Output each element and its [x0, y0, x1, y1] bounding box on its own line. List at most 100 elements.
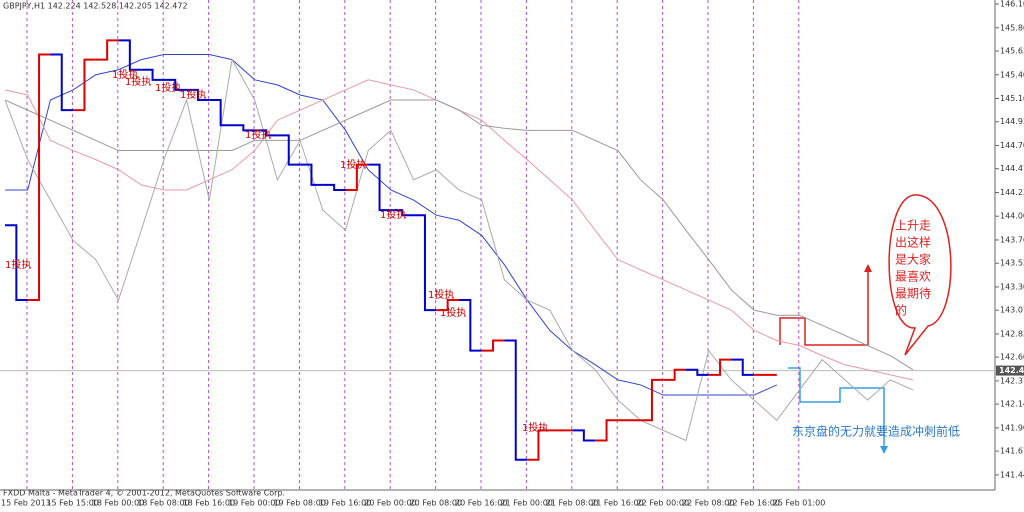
signal-label: 1投执	[428, 288, 454, 301]
indicator-line	[4, 58, 914, 442]
price-step	[5, 224, 28, 302]
x-tick-label: 19 Feb 08:00	[273, 499, 325, 508]
price-step	[50, 53, 74, 112]
price-step	[209, 99, 232, 127]
price-step	[368, 163, 391, 212]
arrow-head	[864, 264, 872, 272]
signal-label: 1投执	[112, 68, 138, 81]
price-step	[163, 78, 187, 91]
y-tick-label: 145.865	[1000, 23, 1024, 32]
price-step	[118, 39, 142, 71]
x-tick-label: 18 Feb 16:00	[183, 499, 235, 508]
y-tick-label: 141.905	[1000, 423, 1024, 432]
y-tick-label: 144.935	[1000, 117, 1024, 126]
chart-title: GBPJPY,H1 142.224 142.528 142.205 142.47…	[3, 2, 188, 11]
y-tick-label: 144.235	[1000, 188, 1024, 197]
price-step	[27, 53, 51, 302]
x-tick-label: 22 Feb 00:00	[637, 499, 689, 508]
price-step	[708, 358, 732, 376]
signal-label: 1投执	[245, 128, 271, 141]
price-step	[527, 429, 550, 461]
signal-label: 1投执	[155, 81, 181, 94]
y-tick-label: 142.140	[1000, 400, 1024, 409]
signal-label: 1投执	[440, 306, 466, 319]
price-step	[141, 68, 164, 81]
price-step	[663, 368, 686, 381]
price-step	[300, 163, 323, 186]
annotation-drawings	[779, 194, 952, 454]
price-step	[95, 39, 119, 61]
signal-label: 1投执	[380, 208, 406, 221]
signal-label: 1投执	[522, 421, 548, 434]
x-tick-label: 20 Feb 08:00	[410, 499, 462, 508]
x-tick-label: 21 Feb 00:00	[500, 499, 552, 508]
price-step	[232, 124, 255, 132]
x-tick-label: 25 Feb 01:00	[773, 499, 825, 508]
x-tick-label: 19 Feb 00:00	[228, 499, 280, 508]
x-tick-label: 21 Feb 08:00	[546, 499, 598, 508]
price-step	[686, 368, 709, 376]
x-tick-label: 22 Feb 16:00	[727, 499, 779, 508]
x-tick-label: 19 Feb 16:00	[319, 499, 371, 508]
indicator-line	[5, 54, 778, 396]
y-tick-label: 143.070	[1000, 306, 1024, 315]
price-step	[254, 129, 278, 137]
last-price-box	[996, 365, 1024, 376]
price-step	[186, 88, 210, 102]
price-step	[73, 58, 96, 112]
x-tick-label: 18 Feb 00:00	[92, 499, 144, 508]
x-tick-label: 20 Feb 16:00	[455, 499, 507, 508]
projection-down	[788, 367, 885, 448]
price-step	[436, 299, 459, 312]
speech-bubble	[888, 194, 952, 356]
indicator-line	[4, 99, 914, 371]
signal-label: 1投执	[180, 88, 206, 101]
price-step	[640, 378, 664, 422]
price-step	[390, 209, 414, 217]
signal-label: 1投执	[340, 158, 366, 171]
price-step	[595, 419, 618, 442]
x-tick-label: 20 Feb 00:00	[364, 499, 416, 508]
price-step	[481, 339, 505, 352]
price-step	[322, 183, 346, 191]
note-text: 东京盘的无力就要造成冲刺前低	[792, 424, 960, 439]
price-step	[345, 163, 369, 191]
y-tick-label: 144.470	[1000, 164, 1024, 173]
x-tick-label: 15 Feb 2013	[1, 499, 51, 508]
y-tick-label: 145.635	[1000, 47, 1024, 56]
y-tick-label: 145.165	[1000, 94, 1024, 103]
y-tick-label: 142.370	[1000, 376, 1024, 385]
bubble-text: 的	[895, 303, 907, 318]
x-tick-label: 21 Feb 16:00	[591, 499, 643, 508]
y-tick-label: 141.675	[1000, 447, 1024, 456]
x-tick-label: 15 Feb 15:00	[46, 499, 98, 508]
projection-up	[779, 270, 869, 346]
price-step	[413, 214, 437, 312]
y-tick-label: 143.765	[1000, 235, 1024, 244]
signal-label: 1投执	[125, 75, 151, 88]
arrow-head	[880, 446, 888, 454]
last-price-label: 142.472	[999, 366, 1024, 375]
price-step	[731, 358, 755, 376]
y-tick-label: 144.700	[1000, 141, 1024, 150]
bubble-text: 最喜欢	[895, 269, 931, 284]
y-tick-label: 142.835	[1000, 329, 1024, 338]
bubble-text: 最期待	[895, 287, 931, 301]
y-tick-label: 146.100	[1000, 0, 1024, 9]
y-tick-label: 143.535	[1000, 259, 1024, 268]
x-tick-label: 18 Feb 08:00	[137, 499, 189, 508]
price-step	[459, 299, 482, 352]
bubble-text: 上升走	[895, 219, 931, 233]
x-tick-label: 22 Feb 08:00	[682, 499, 734, 508]
footer: FXDD Malta - MetaTrader 4, © 2001-2012, …	[3, 489, 285, 498]
bubble-text: 是大家	[895, 252, 931, 267]
bubble-text: 出这样	[895, 235, 931, 250]
price-step	[504, 339, 528, 461]
y-tick-label: 141.440	[1000, 470, 1024, 479]
y-tick-label: 145.400	[1000, 70, 1024, 79]
price-step	[277, 134, 301, 166]
price-step	[572, 429, 596, 442]
y-tick-label: 144.000	[1000, 212, 1024, 221]
signal-label: 1投执	[5, 258, 31, 271]
